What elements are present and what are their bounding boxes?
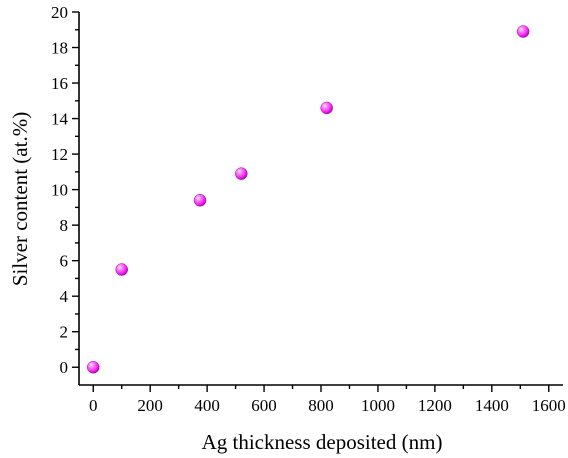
y-tick-label: 8 <box>60 216 69 235</box>
data-point <box>320 101 333 115</box>
data-points <box>86 25 530 374</box>
x-axis-title: Ag thickness deposited (nm) <box>202 430 443 454</box>
x-tick-label: 1400 <box>475 396 509 415</box>
y-tick-label: 10 <box>51 181 68 200</box>
x-tick-label: 1200 <box>418 396 452 415</box>
data-point <box>86 360 100 374</box>
x-tick-label: 200 <box>137 396 163 415</box>
data-point <box>193 194 207 207</box>
x-tick-label: 1000 <box>361 396 395 415</box>
plot-area <box>78 12 563 386</box>
x-tick-label: 800 <box>308 396 334 415</box>
x-tick-label: 400 <box>194 396 220 415</box>
y-axis-title: Silver content (at.%) <box>8 112 32 286</box>
y-tick-label: 14 <box>51 110 69 129</box>
x-tick-label: 1600 <box>532 396 566 415</box>
y-tick-label: 6 <box>60 252 69 271</box>
x-axis: 0 200 400 600 800 1000 1200 1400 1600 <box>89 385 566 415</box>
y-tick-label: 18 <box>51 39 68 58</box>
x-tick-label: 0 <box>89 396 98 415</box>
y-tick-label: 4 <box>60 287 69 306</box>
y-tick-label: 12 <box>51 145 68 164</box>
data-point <box>516 25 530 38</box>
data-point <box>115 263 128 276</box>
y-tick-label: 20 <box>51 3 68 22</box>
y-tick-label: 0 <box>60 358 69 377</box>
data-point <box>235 167 248 180</box>
y-tick-label: 2 <box>60 323 69 342</box>
y-tick-label: 16 <box>51 74 68 93</box>
x-tick-label: 600 <box>251 396 277 415</box>
y-axis: 0 2 4 6 8 10 12 14 16 18 20 <box>51 3 79 377</box>
